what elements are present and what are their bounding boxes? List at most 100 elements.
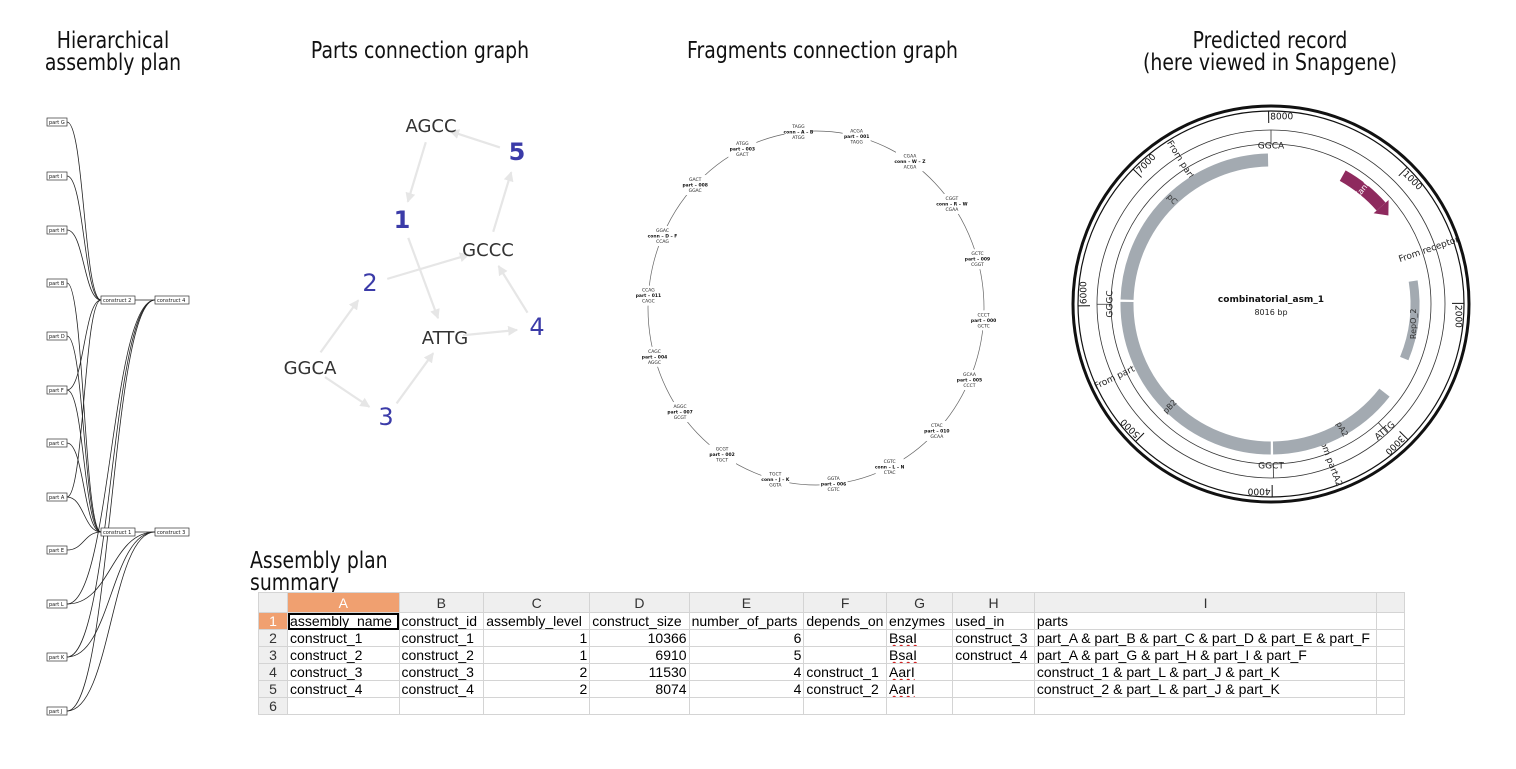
table-cell[interactable]: part_A & part_B & part_C & part_D & part… bbox=[1033, 629, 1378, 647]
row-header[interactable]: 1 bbox=[258, 612, 289, 630]
table-cell[interactable]: construct_3 bbox=[398, 663, 485, 681]
bp-tick bbox=[1399, 431, 1409, 441]
sheet-corner[interactable] bbox=[258, 592, 289, 613]
table-cell[interactable] bbox=[398, 697, 485, 715]
table-cell[interactable]: construct_size bbox=[589, 612, 690, 630]
table-cell[interactable]: construct_3 bbox=[952, 629, 1035, 647]
fragment-name: conn – L – N bbox=[875, 465, 905, 471]
fragment-top-overhang: CGAA bbox=[903, 153, 917, 159]
table-cell[interactable]: AarI bbox=[886, 663, 954, 681]
table-cell[interactable]: construct_1 bbox=[287, 629, 400, 647]
fragment-name: part – 002 bbox=[709, 452, 734, 458]
table-cell[interactable]: construct_2 bbox=[398, 646, 485, 664]
fragment-name: part – 004 bbox=[642, 354, 667, 360]
table-cell[interactable] bbox=[1033, 697, 1378, 715]
column-header-G[interactable]: G bbox=[886, 592, 954, 613]
table-cell[interactable] bbox=[1376, 680, 1405, 698]
row-header[interactable]: 2 bbox=[258, 629, 289, 647]
column-header-A[interactable]: A bbox=[287, 592, 400, 613]
table-cell[interactable]: 1 bbox=[483, 646, 591, 664]
fragment-top-overhang: CGGT bbox=[946, 196, 959, 202]
table-cell[interactable]: 5 bbox=[688, 646, 805, 664]
table-cell[interactable]: 10366 bbox=[589, 629, 690, 647]
summary-table[interactable]: A B C D E F G H I 1 assembly_name construct_id assem… bbox=[258, 592, 1405, 715]
column-header-F[interactable]: F bbox=[803, 592, 888, 613]
record-title-line1: Predicted record bbox=[1192, 28, 1348, 54]
fragment-name: part – 006 bbox=[821, 482, 846, 488]
table-cell[interactable]: assembly_name bbox=[287, 612, 400, 630]
fragment-name: part – 009 bbox=[965, 257, 990, 263]
table-cell[interactable]: construct_1 bbox=[398, 629, 485, 647]
pA2-arc bbox=[1272, 388, 1390, 455]
column-header-H[interactable]: H bbox=[952, 592, 1035, 613]
row-header[interactable]: 3 bbox=[258, 646, 289, 664]
table-cell[interactable] bbox=[1376, 663, 1405, 681]
parts-graph-edge bbox=[462, 325, 519, 337]
assembly-summary-sheet[interactable]: A B C D E F G H I 1 assembly_name construct_id assem… bbox=[258, 592, 1405, 718]
table-cell[interactable] bbox=[688, 697, 805, 715]
table-cell[interactable] bbox=[1376, 646, 1405, 664]
table-cell[interactable]: 8074 bbox=[589, 680, 690, 698]
column-header-E[interactable]: E bbox=[688, 592, 805, 613]
table-cell[interactable]: number_of_parts bbox=[688, 612, 805, 630]
table-cell[interactable]: BsaI bbox=[886, 629, 954, 647]
table-cell[interactable] bbox=[1376, 697, 1405, 715]
column-header-I[interactable]: I bbox=[1033, 592, 1378, 613]
table-cell[interactable]: construct_4 bbox=[952, 646, 1035, 664]
table-cell[interactable] bbox=[1376, 629, 1405, 647]
table-cell[interactable] bbox=[803, 629, 888, 647]
table-cell[interactable] bbox=[287, 697, 400, 715]
table-cell[interactable] bbox=[803, 697, 888, 715]
row-header[interactable]: 5 bbox=[258, 680, 289, 698]
row-header[interactable]: 4 bbox=[258, 663, 289, 681]
table-cell[interactable] bbox=[952, 663, 1035, 681]
column-header-B[interactable]: B bbox=[398, 592, 485, 613]
table-cell[interactable]: construct_id bbox=[398, 612, 485, 630]
table-cell[interactable]: AarI bbox=[886, 680, 954, 698]
table-cell[interactable]: construct_1 bbox=[803, 663, 888, 681]
table-cell[interactable]: part_A & part_G & part_H & part_I & part… bbox=[1033, 646, 1378, 664]
column-header-D[interactable]: D bbox=[589, 592, 690, 613]
table-cell[interactable]: 11530 bbox=[589, 663, 690, 681]
RepO_2-arc bbox=[1400, 280, 1420, 361]
table-cell[interactable]: 6910 bbox=[589, 646, 690, 664]
table-cell[interactable]: 1 bbox=[483, 629, 591, 647]
table-cell[interactable] bbox=[952, 680, 1035, 698]
table-cell[interactable] bbox=[483, 697, 591, 715]
KanR-arrowhead bbox=[1373, 199, 1389, 216]
construct-node-label: construct 2 bbox=[103, 298, 131, 304]
table-cell[interactable]: depends_on bbox=[803, 612, 888, 630]
table-cell[interactable]: 4 bbox=[688, 680, 805, 698]
table-cell[interactable] bbox=[589, 697, 690, 715]
table-cell[interactable]: construct_3 bbox=[287, 663, 400, 681]
table-cell[interactable]: construct_4 bbox=[398, 680, 485, 698]
fragment-top-overhang: TAGG bbox=[791, 124, 805, 130]
table-cell[interactable] bbox=[952, 697, 1035, 715]
table-cell[interactable]: 6 bbox=[688, 629, 805, 647]
backbone-inner bbox=[1077, 110, 1465, 498]
table-cell[interactable]: construct_2 bbox=[287, 646, 400, 664]
table-cell[interactable] bbox=[886, 697, 954, 715]
table-cell[interactable]: 2 bbox=[483, 663, 591, 681]
record-title-line2: (here viewed in Snapgene) bbox=[1143, 50, 1397, 76]
column-header-extra[interactable] bbox=[1376, 592, 1405, 613]
table-cell[interactable]: enzymes bbox=[886, 612, 954, 630]
table-cell[interactable]: BsaI bbox=[886, 646, 954, 664]
table-cell[interactable]: construct_4 bbox=[287, 680, 400, 698]
row-header[interactable]: 6 bbox=[258, 697, 289, 715]
table-cell[interactable]: used_in bbox=[952, 612, 1035, 630]
table-cell[interactable]: construct_2 bbox=[803, 680, 888, 698]
table-cell[interactable]: 4 bbox=[688, 663, 805, 681]
column-header-C[interactable]: C bbox=[483, 592, 591, 613]
table-cell[interactable]: 2 bbox=[483, 680, 591, 698]
table-cell[interactable] bbox=[1376, 612, 1405, 630]
table-cell[interactable]: construct_2 & part_L & part_J & part_K bbox=[1033, 680, 1378, 698]
fragment-bottom-overhang: CGTC bbox=[828, 487, 840, 493]
fragment-name: conn – A – B bbox=[784, 129, 814, 135]
table-cell[interactable]: construct_1 & part_L & part_J & part_K bbox=[1033, 663, 1378, 681]
table-cell[interactable]: assembly_level bbox=[483, 612, 591, 630]
table-cell[interactable]: parts bbox=[1033, 612, 1378, 630]
table-cell[interactable] bbox=[803, 646, 888, 664]
